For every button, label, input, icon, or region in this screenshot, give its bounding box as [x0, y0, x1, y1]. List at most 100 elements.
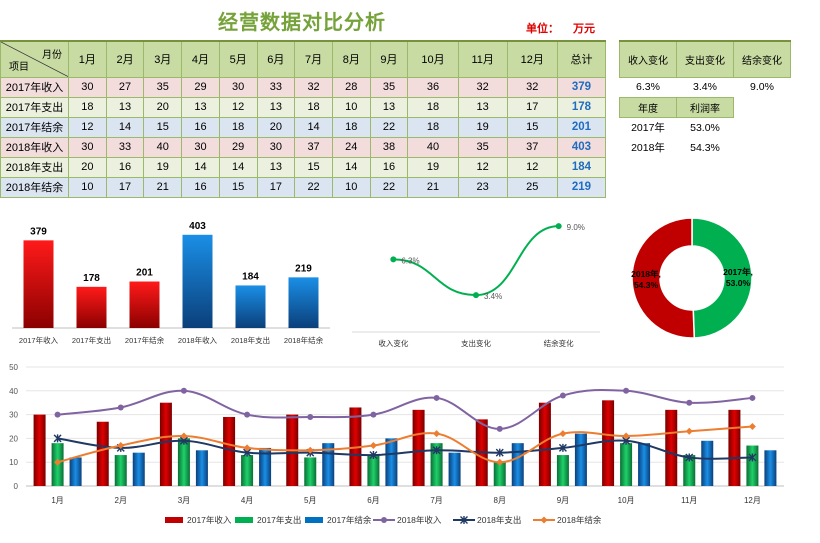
change-point-label: 6.3% [401, 256, 419, 265]
table-cell: 40 [407, 136, 459, 158]
month-header: 3月 [143, 40, 183, 78]
month-header: 5月 [218, 40, 258, 78]
total-bar [288, 277, 319, 328]
table-cell: 14 [105, 116, 145, 138]
row-label: 2018年收入 [0, 136, 69, 158]
line-marker [180, 387, 187, 394]
line-marker [685, 453, 694, 462]
table-row: 2017年收入 30 27 35 29 30 33 32 28 35 36 32 32 379 [0, 76, 607, 98]
table-cell: 33 [256, 76, 296, 98]
table-cell: 30 [256, 136, 296, 158]
table-cell: 32 [457, 76, 508, 98]
line-marker [685, 427, 693, 435]
table-cell: 18 [407, 116, 459, 138]
table-cell: 24 [331, 136, 371, 158]
table-row: 2018年支出 20 16 19 14 14 13 15 14 16 19 12 12 184 [0, 156, 607, 178]
total-bar [182, 234, 213, 328]
x-tick-label: 7月 [430, 496, 442, 505]
table-cell: 13 [457, 96, 508, 118]
corner-item-label: 项目 [9, 61, 29, 73]
change-point-label: 3.4% [484, 292, 502, 301]
profit-header: 年度 [619, 97, 677, 118]
row-label: 2017年支出 [0, 96, 69, 118]
month-bar [241, 455, 254, 486]
table-cell: 33 [105, 136, 145, 158]
table-cell: 30 [68, 76, 107, 98]
change-point-label: 9.0% [567, 223, 585, 232]
x-tick-label: 10月 [618, 496, 635, 505]
profit-donut-chart: 2017年, 53.0% 2018年, 54.3% [631, 217, 753, 339]
line-marker [307, 413, 314, 420]
table-cell: 19 [407, 156, 459, 178]
change-category: 收入变化 [378, 338, 408, 348]
unit-label: 单位： [526, 23, 559, 35]
line-marker [53, 434, 62, 443]
line-marker [369, 451, 378, 460]
table-cell: 20 [256, 116, 296, 138]
x-tick-label: 4月 [241, 496, 253, 505]
monthly-data-table: 月份 项目 1月 2月 3月 4月 5月 6月 7月 8月 9月 10月 11月 12月 总计 2017… [0, 40, 607, 198]
x-tick-label: 11月 [681, 496, 697, 505]
unit-value: 万元 [573, 23, 595, 35]
month-bar [511, 443, 524, 486]
table-cell: 10 [331, 96, 371, 118]
table-cell: 22 [294, 176, 333, 198]
change-point [555, 223, 562, 230]
x-tick-label: 8月 [494, 496, 506, 505]
corner-diagonal [1, 42, 68, 77]
change-header: 收入变化 [619, 40, 677, 78]
month-bar [746, 445, 759, 486]
change-line-chart: 6.3% 收入变化 3.4% 支出变化 9.0% 结余变化 [352, 223, 600, 348]
table-cell: 18 [218, 116, 258, 138]
table-corner-header: 月份 项目 [0, 40, 69, 78]
total-bar-label: 219 [295, 263, 312, 274]
change-header: 结余变化 [733, 40, 791, 78]
table-cell: 35 [143, 76, 183, 98]
table-cell: 18 [407, 96, 459, 118]
table-cell: 16 [105, 156, 145, 178]
profit-cell: 2018年 [631, 142, 665, 154]
month-bar [556, 455, 569, 486]
table-cell: 29 [181, 76, 220, 98]
month-bar [701, 440, 714, 486]
table-cell: 16 [181, 116, 220, 138]
line-marker [749, 394, 756, 401]
month-bar [304, 457, 317, 486]
month-bar [683, 455, 696, 486]
table-cell: 17 [105, 176, 145, 198]
line-marker [54, 458, 62, 466]
donut-slice [691, 217, 753, 339]
change-point [473, 292, 479, 299]
line-marker [623, 387, 630, 394]
month-bar [96, 421, 109, 486]
line-marker [117, 404, 124, 411]
month-bar [159, 402, 172, 486]
month-bar [177, 438, 190, 486]
line-marker [559, 392, 566, 399]
table-cell: 15 [143, 116, 183, 138]
month-bar [33, 414, 46, 486]
profit-cell: 2017年 [631, 122, 665, 135]
table-cell: 13 [105, 96, 145, 118]
month-header: 8月 [331, 40, 371, 78]
row-label: 2017年结余 [0, 116, 69, 138]
change-category: 结余变化 [544, 338, 574, 348]
table-cell: 29 [218, 136, 258, 158]
line-marker [559, 430, 567, 438]
table-cell: 37 [294, 136, 333, 158]
month-header: 10月 [407, 40, 459, 78]
row-label: 2017年收入 [0, 76, 69, 98]
table-cell: 17 [506, 96, 558, 118]
legend-label: 2018年支出 [477, 515, 521, 525]
month-bar [665, 409, 678, 486]
profit-cell: 54.3% [690, 141, 720, 154]
y-tick-label: 40 [9, 387, 18, 396]
total-bar-category: 2017年结余 [125, 335, 165, 345]
month-bar [574, 433, 587, 486]
table-cell: 19 [457, 116, 508, 138]
table-cell: 35 [369, 76, 409, 98]
table-cell: 25 [506, 176, 558, 198]
line-marker [381, 517, 387, 523]
x-tick-label: 9月 [557, 496, 569, 505]
line-marker [495, 448, 504, 457]
